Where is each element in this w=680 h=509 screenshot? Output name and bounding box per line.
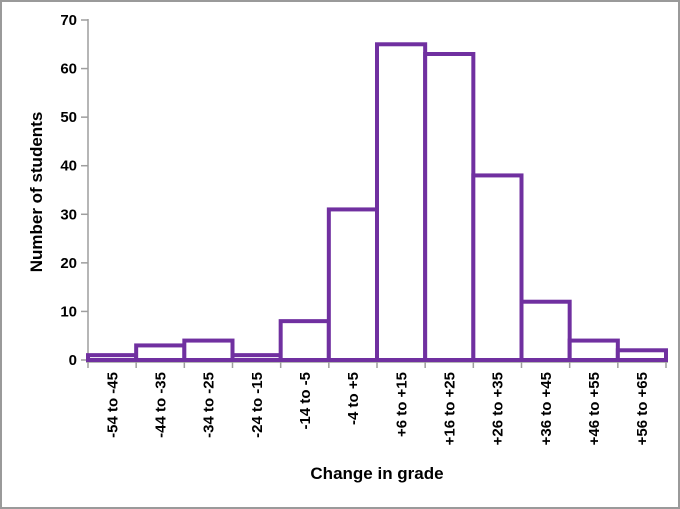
x-axis-title: Change in grade xyxy=(310,464,443,483)
histogram-bar xyxy=(134,343,187,362)
x-tick-label: +26 to +35 xyxy=(490,372,507,445)
x-tick-label: -4 to +5 xyxy=(345,372,362,425)
y-axis-title: Number of students xyxy=(27,112,46,273)
histogram-bar xyxy=(615,348,668,362)
x-tick-label: -44 to -35 xyxy=(153,372,170,438)
histogram-bar xyxy=(375,42,428,363)
x-tick-label: -24 to -15 xyxy=(249,372,266,438)
x-tick-label: +16 to +25 xyxy=(442,372,459,445)
histogram-bar xyxy=(86,353,139,362)
y-tick-label: 30 xyxy=(60,206,77,223)
y-tick-label: 0 xyxy=(69,352,77,369)
x-tick-label: -34 to -25 xyxy=(201,372,218,438)
x-tick-label: +36 to +45 xyxy=(538,372,555,445)
histogram-bar xyxy=(182,338,235,363)
y-tick-label: 20 xyxy=(60,255,77,272)
histogram-bar xyxy=(230,353,283,362)
x-tick-label: -14 to -5 xyxy=(297,372,314,430)
tick-labels-group: 0 10 20 30 40 50 60 70 -54 to -45 -44 to -35 -34 t… xyxy=(60,12,651,445)
bars-group xyxy=(86,42,668,363)
y-tick-label: 40 xyxy=(60,158,77,175)
histogram-bar xyxy=(278,319,331,362)
y-tick-label: 10 xyxy=(60,303,77,320)
histogram-bar xyxy=(519,299,572,363)
x-tick-label: +56 to +65 xyxy=(634,372,651,445)
histogram-bar xyxy=(567,338,620,363)
y-tick-label: 50 xyxy=(60,109,77,126)
ticks-group xyxy=(87,362,667,368)
y-tick-label: 70 xyxy=(60,12,77,29)
x-tick-label: -54 to -45 xyxy=(104,372,121,438)
x-tick-label: +6 to +15 xyxy=(393,372,410,437)
histogram-bar xyxy=(471,173,524,362)
histogram-bar xyxy=(423,52,476,362)
x-tick-label: +46 to +55 xyxy=(586,372,603,445)
histogram-bar xyxy=(326,207,380,362)
y-tick-label: 60 xyxy=(60,61,77,78)
